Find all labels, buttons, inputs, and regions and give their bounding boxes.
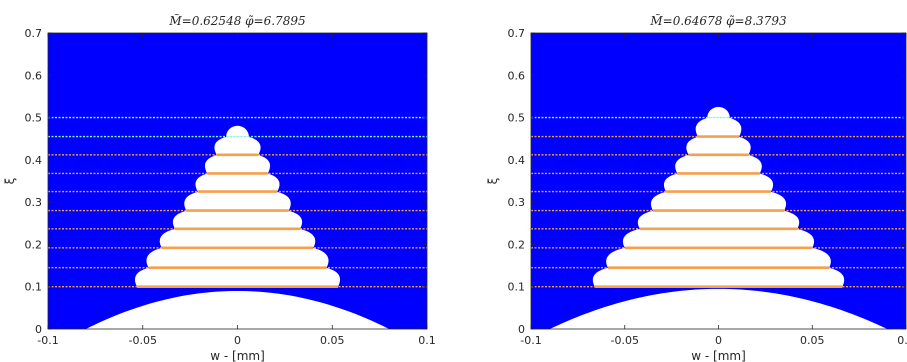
scallop-lobe [172, 210, 303, 229]
x-tick-label: -0.1 [37, 334, 58, 347]
scallop-lobe [675, 154, 762, 174]
y-tick-label: 0 [518, 323, 525, 336]
y-tick-label: 0.6 [25, 69, 43, 82]
x-tick-label: 0.1 [897, 334, 907, 347]
x-axis-label: w - [mm] [210, 349, 265, 362]
scallop-lobe [622, 228, 815, 248]
scallop-lobe [184, 191, 291, 211]
scallop-lobe [195, 173, 280, 192]
y-tick-label: 0.1 [25, 281, 43, 294]
y-tick-label: 0.4 [508, 154, 526, 167]
scallop-lobe [650, 191, 787, 211]
y-tick-label: 0.3 [25, 196, 43, 209]
x-tick-label: -0.1 [520, 334, 541, 347]
y-tick-label: 0.7 [508, 27, 526, 40]
x-tick-label: 0 [715, 334, 722, 347]
y-tick-label: 0.1 [508, 281, 526, 294]
scallop-lobe [226, 125, 249, 137]
x-tick-label: 0.05 [800, 334, 825, 347]
outer-region [85, 290, 390, 329]
plot-area [48, 116, 427, 329]
chart-title: M̃=0.62548 φ̃=6.7895 [168, 13, 305, 28]
scallop-lobe [637, 210, 800, 229]
scallop-lobe [606, 247, 831, 268]
x-axis-label: w - [mm] [691, 349, 746, 362]
y-tick-label: 0.5 [25, 112, 43, 125]
y-tick-label: 0.7 [25, 27, 43, 40]
x-tick-label: 0.05 [320, 334, 345, 347]
y-axis-label: ξ [3, 178, 17, 185]
x-tick-label: 0 [234, 334, 241, 347]
x-tick-label: 0.1 [418, 334, 436, 347]
scallop-lobe [686, 136, 751, 155]
scallop-lobe [159, 228, 316, 248]
x-tick-label: -0.05 [611, 334, 639, 347]
x-tick-label: -0.05 [129, 334, 157, 347]
y-tick-label: 0.2 [508, 238, 526, 251]
scallop-lobe [204, 154, 271, 174]
y-tick-label: 0.5 [508, 112, 526, 125]
y-axis-label: ξ [486, 178, 500, 185]
chart-panel-1: -0.1 -0.05 0 0.05 0.1 0 0.1 0.2 0.3 0.4 0.5 0.6 0.7 M… [3, 13, 436, 362]
scallop-lobe [695, 117, 742, 137]
scallop-lobe [592, 267, 845, 287]
chart-title: M̃=0.64678 φ̃=8.3793 [649, 13, 787, 28]
scallop-lobe [707, 106, 730, 118]
y-tick-label: 0.4 [25, 154, 43, 167]
scallop-lobe [214, 136, 261, 155]
y-tick-label: 0.3 [508, 196, 526, 209]
scallop-lobe [134, 267, 341, 287]
scallop-lobe [146, 247, 329, 268]
scallop-lobe [663, 173, 774, 192]
y-tick-label: 0 [35, 323, 42, 336]
y-tick-label: 0.2 [25, 238, 43, 251]
outer-region [549, 288, 888, 329]
chart-panel-2: -0.1 -0.05 0 0.05 0.1 0 0.1 0.2 0.3 0.4 0.5 0.6 0.7 M… [486, 13, 907, 362]
plot-area [531, 106, 906, 329]
y-tick-label: 0.6 [508, 69, 526, 82]
